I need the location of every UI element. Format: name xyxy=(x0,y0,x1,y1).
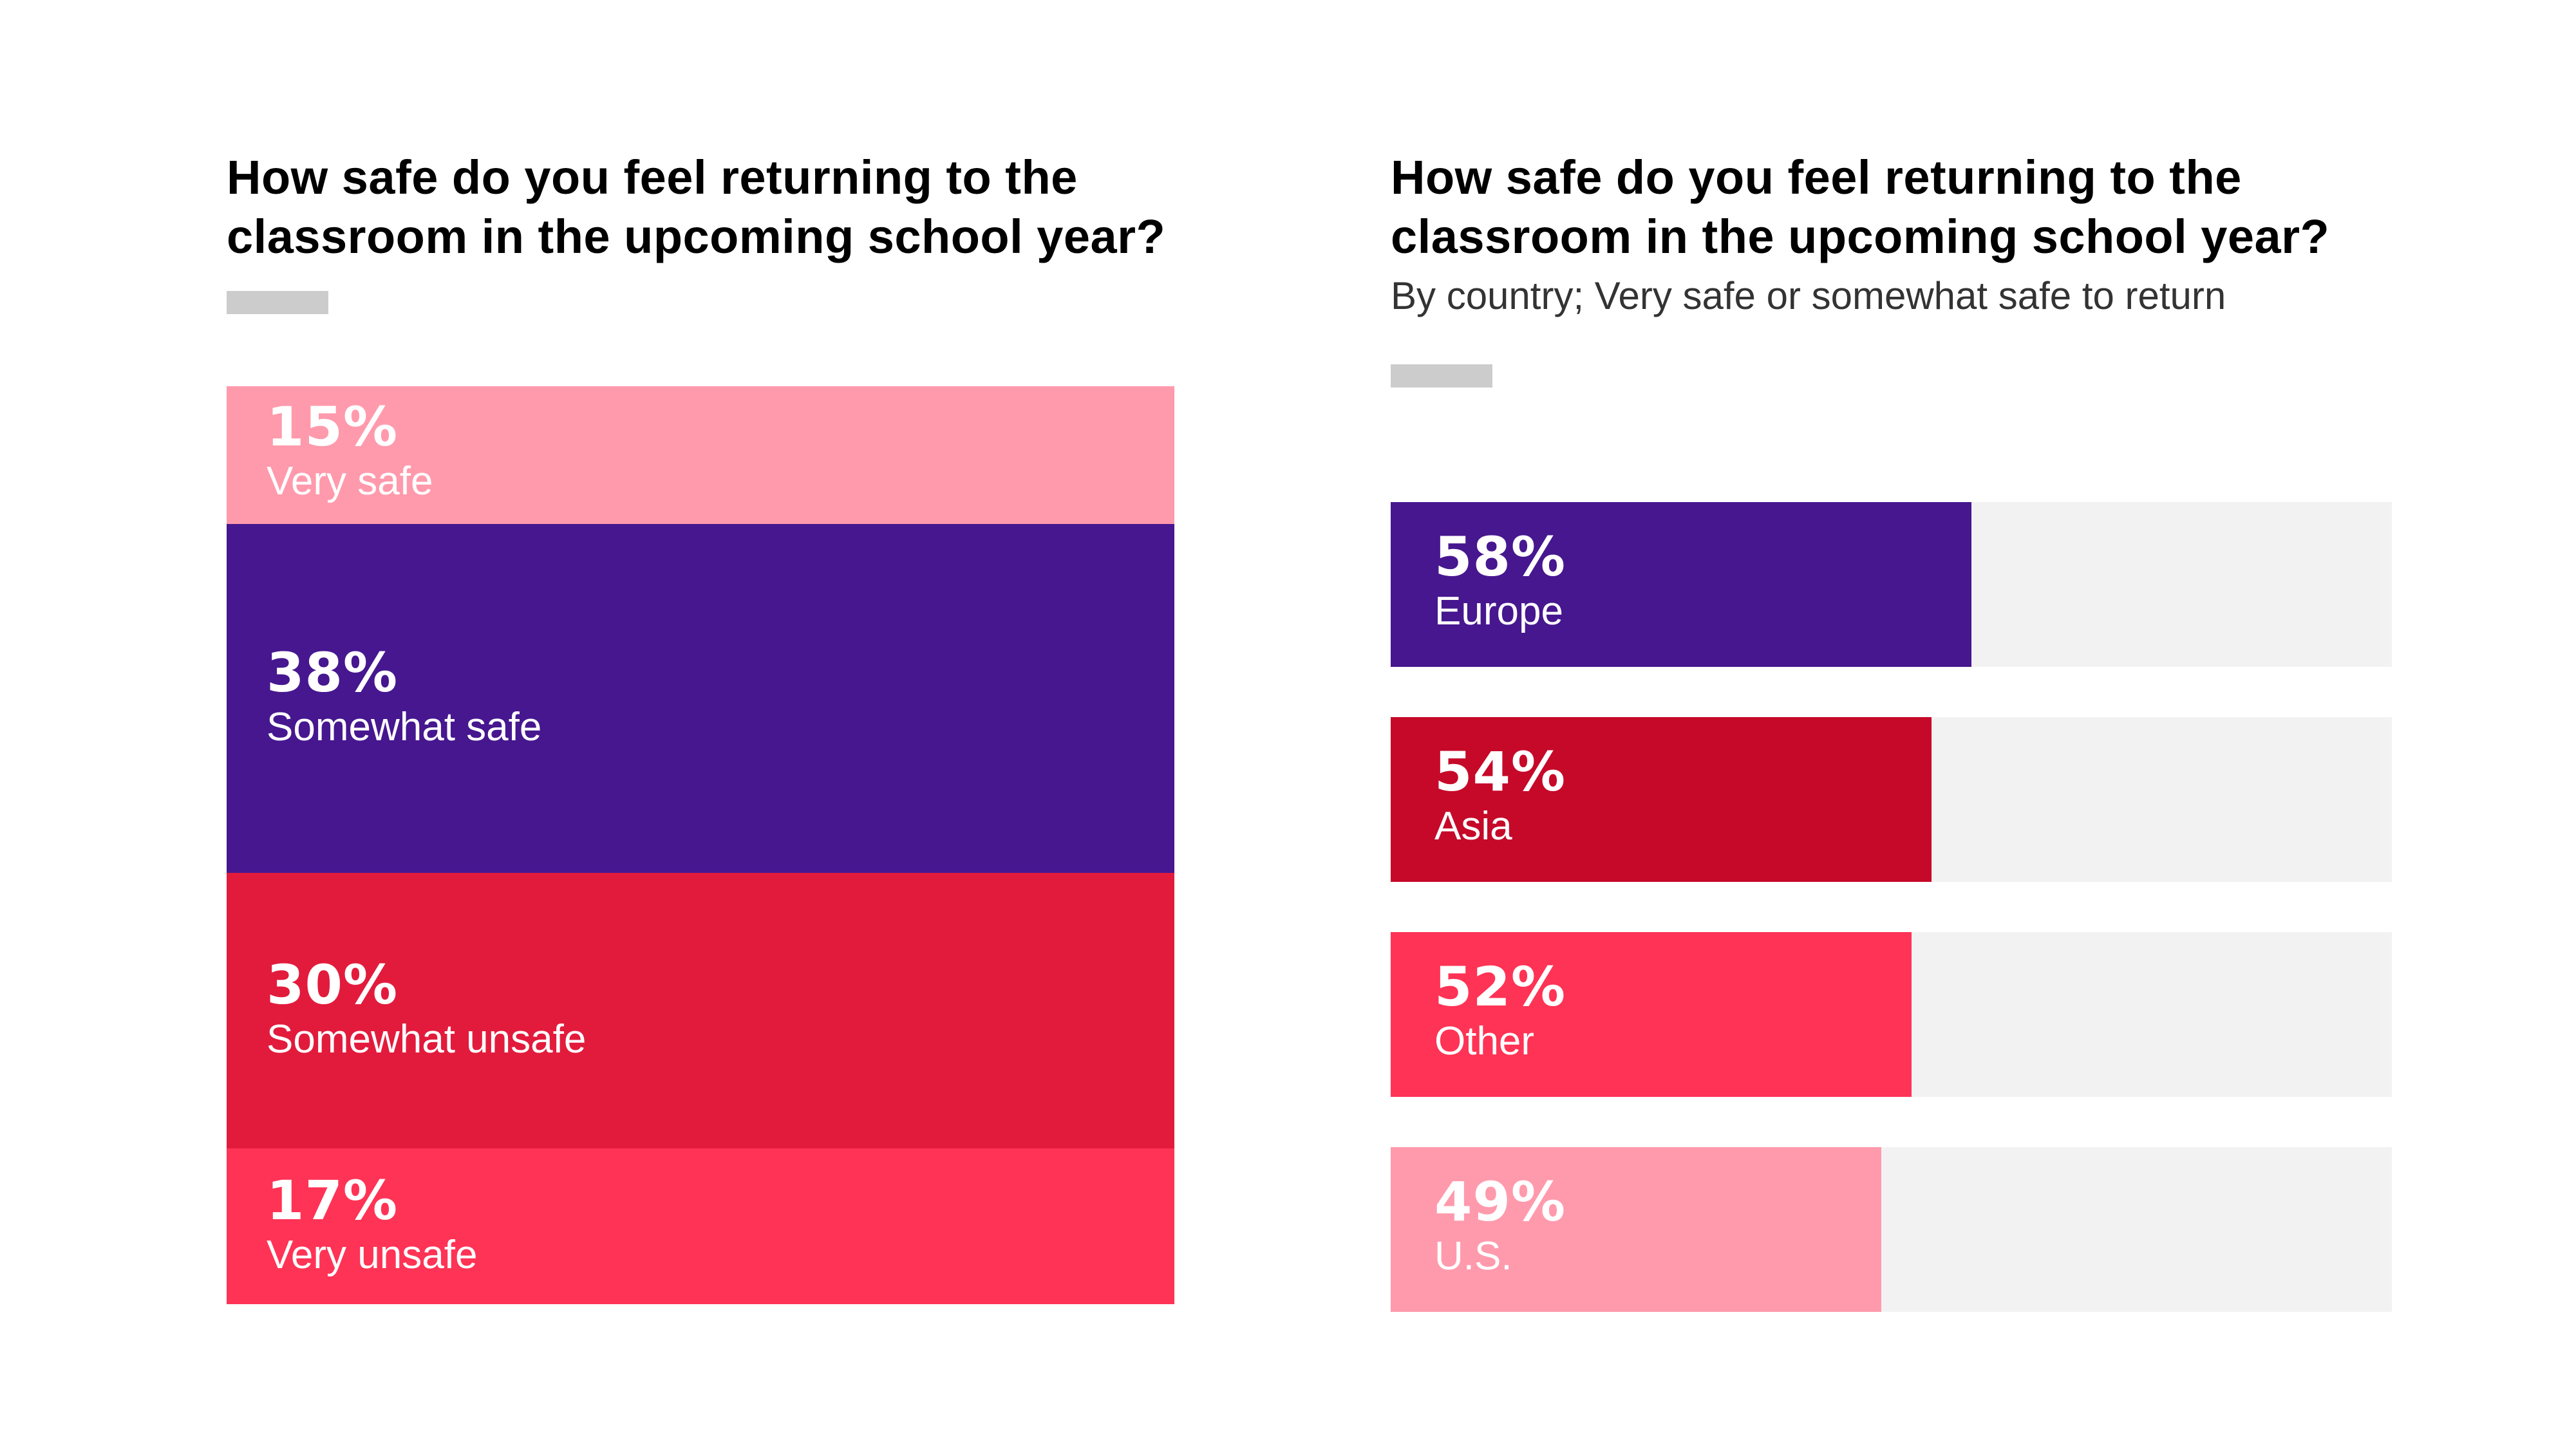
bar-value-label: 58% xyxy=(1434,525,1566,588)
right-chart-header: How safe do you feel returning to the cl… xyxy=(1391,148,2395,322)
bar-value-label: 52% xyxy=(1434,955,1566,1018)
segment-value-label: 17% xyxy=(267,1168,399,1232)
right-chart-title: How safe do you feel returning to the cl… xyxy=(1391,148,2395,266)
segment-category-label: Very safe xyxy=(267,459,433,503)
bar-track-asia: 54% Asia xyxy=(1391,717,2392,882)
segment-value-label: 38% xyxy=(267,640,399,704)
left-title-line-2: classroom in the upcoming school year? xyxy=(227,210,1166,263)
left-chart-header: How safe do you feel returning to the cl… xyxy=(227,148,1180,266)
bar-value-label: 54% xyxy=(1434,740,1566,803)
left-chart-title: How safe do you feel returning to the cl… xyxy=(227,148,1180,266)
bar-category-label: Other xyxy=(1434,1019,1535,1063)
bar-track-u-s-: 49% U.S. xyxy=(1391,1147,2392,1312)
segment-value-label: 30% xyxy=(267,953,399,1016)
right-title-line-1: How safe do you feel returning to the xyxy=(1391,151,2242,204)
bar-category-label: Asia xyxy=(1434,804,1512,848)
bar-category-label: U.S. xyxy=(1434,1234,1512,1278)
segment-value-label: 15% xyxy=(267,395,399,458)
bar-asia: 54% Asia xyxy=(1391,717,1932,882)
bar-track-europe: 58% Europe xyxy=(1391,502,2392,667)
bar-category-label: Europe xyxy=(1434,589,1563,633)
bar-europe: 58% Europe xyxy=(1391,502,1971,667)
bar-u-s-: 49% U.S. xyxy=(1391,1147,1881,1312)
stack-segment-very-safe: 15% Very safe xyxy=(227,386,1174,524)
stack-segment-very-unsafe: 17% Very unsafe xyxy=(227,1148,1174,1304)
stack-segment-somewhat-safe: 38% Somewhat safe xyxy=(227,523,1174,873)
left-title-line-1: How safe do you feel returning to the xyxy=(227,151,1078,204)
stack-segment-somewhat-unsafe: 30% Somewhat unsafe xyxy=(227,872,1174,1148)
left-title-divider xyxy=(227,291,328,314)
horizontal-bar-chart: 58% Europe 54% Asia 52% Other 49% U.S. xyxy=(1391,502,2392,1313)
stacked-bar-chart: 15% Very safe 38% Somewhat safe 30% Somewhat … xyxy=(227,386,1174,1304)
right-title-line-2: classroom in the upcoming school year? xyxy=(1391,210,2330,263)
right-chart-subtitle: By country; Very safe or somewhat safe t… xyxy=(1391,274,2226,317)
right-title-divider xyxy=(1391,364,1492,388)
bar-other: 52% Other xyxy=(1391,932,1912,1097)
segment-category-label: Somewhat unsafe xyxy=(267,1016,587,1061)
bar-value-label: 49% xyxy=(1434,1170,1566,1233)
segment-category-label: Somewhat safe xyxy=(267,704,542,749)
segment-category-label: Very unsafe xyxy=(267,1232,478,1277)
bar-track-other: 52% Other xyxy=(1391,932,2392,1097)
